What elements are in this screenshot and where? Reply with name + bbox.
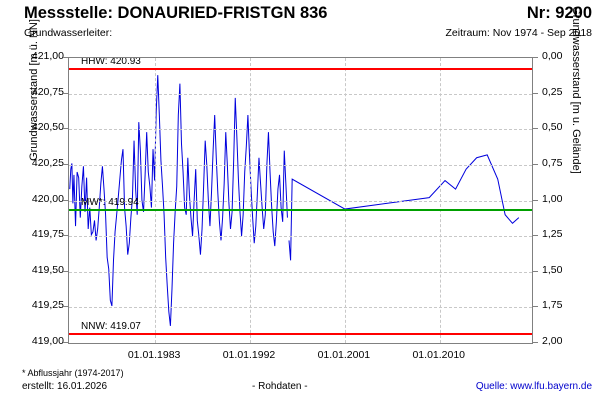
reference-label-mw: MW*: 419.94: [81, 197, 139, 209]
y-tick-mark-right: [533, 342, 538, 343]
y-tick-label-right: 0,25: [542, 85, 563, 98]
x-tick-label: 01.01.2001: [317, 349, 371, 361]
y-tick-label-left: 420,50: [31, 121, 64, 134]
reference-line-mw: [69, 209, 532, 212]
y-tick-mark-right: [533, 128, 538, 130]
gridline-horizontal: [69, 164, 532, 166]
y-tick-mark-right: [533, 235, 538, 237]
y-tick-label-right: 0,00: [542, 50, 563, 62]
y-tick-mark-left: [63, 342, 68, 343]
y-tick-mark-left: [63, 270, 68, 272]
y-tick-mark-left: [63, 163, 68, 165]
footnote-created: erstellt: 16.01.2026: [22, 381, 108, 392]
x-tick-label: 01.01.2010: [412, 349, 466, 361]
gridline-vertical: [344, 58, 346, 343]
y-tick-label-right: 2,00: [542, 335, 563, 347]
y-tick-mark-right: [533, 163, 538, 165]
footnote-abflussjahr: * Abflussjahr (1974-2017): [22, 368, 124, 378]
y-tick-label-right: 1,25: [542, 228, 563, 241]
y-tick-label-left: 419,50: [31, 263, 64, 276]
gridline-horizontal: [69, 129, 532, 131]
station-number: Nr: 9200: [526, 4, 592, 22]
reference-label-nnw: NNW: 419.07: [81, 321, 141, 333]
y-tick-label-right: 1,75: [542, 299, 563, 312]
y-tick-label-left: 420,25: [31, 156, 64, 169]
y-tick-mark-right: [533, 306, 538, 308]
timerange-label: Zeitraum: Nov 1974 - Sep 2018: [445, 27, 593, 39]
reference-line-nnw: [69, 333, 532, 336]
chart-plot-area[interactable]: HHW: 420.93 MW*: 419.94 NNW: 419.07: [68, 57, 533, 344]
y-tick-label-left: 419,75: [31, 228, 64, 241]
gridline-horizontal: [69, 93, 532, 95]
y-tick-mark-left: [63, 92, 68, 94]
gridline-horizontal: [69, 200, 532, 202]
y-tick-label-left: 420,00: [31, 192, 64, 205]
reference-label-hhw: HHW: 420.93: [81, 57, 141, 67]
y-axis-title-left: Grundwasserstand [m ü. NN]: [28, 19, 40, 161]
y-tick-label-right: 1,50: [542, 263, 563, 276]
footnote-rohdaten: - Rohdaten -: [252, 381, 308, 392]
y-tick-mark-left: [63, 235, 68, 237]
y-tick-label-left: 419,00: [31, 335, 64, 347]
gridline-vertical: [439, 58, 441, 343]
y-tick-mark-right: [533, 57, 538, 58]
gridline-horizontal: [69, 236, 532, 238]
y-tick-mark-left: [63, 128, 68, 130]
y-tick-label-right: 0,50: [542, 121, 563, 134]
y-axis-title-right: Grundwasserstand [m u. Gelände]: [570, 6, 582, 174]
footnote-source[interactable]: Quelle: www.lfu.bayern.de: [475, 381, 592, 392]
y-tick-mark-right: [533, 199, 538, 201]
y-tick-mark-right: [533, 270, 538, 272]
y-tick-label-right: 1,00: [542, 192, 563, 205]
aquifer-label: Grundwasserleiter:: [24, 27, 113, 39]
x-tick-label: 01.01.1992: [222, 349, 276, 361]
gridline-horizontal: [69, 307, 532, 309]
y-tick-label-right: 0,75: [542, 156, 563, 169]
y-tick-mark-left: [63, 57, 68, 58]
data-series-line: [288, 154, 520, 261]
y-tick-mark-left: [63, 199, 68, 201]
gridline-horizontal: [69, 271, 532, 273]
y-tick-label-left: 419,25: [31, 299, 64, 312]
gridline-vertical: [250, 58, 251, 343]
page-title: Messstelle: DONAURIED-FRISTGN 836: [24, 4, 328, 22]
y-tick-label-left: 420,75: [31, 85, 64, 98]
y-tick-label-left: 421,00: [31, 50, 64, 62]
y-tick-mark-left: [63, 306, 68, 308]
x-tick-label: 01.01.1983: [127, 349, 181, 361]
reference-line-hhw: [69, 67, 532, 70]
gridline-vertical: [155, 58, 157, 343]
y-tick-mark-right: [533, 92, 538, 94]
